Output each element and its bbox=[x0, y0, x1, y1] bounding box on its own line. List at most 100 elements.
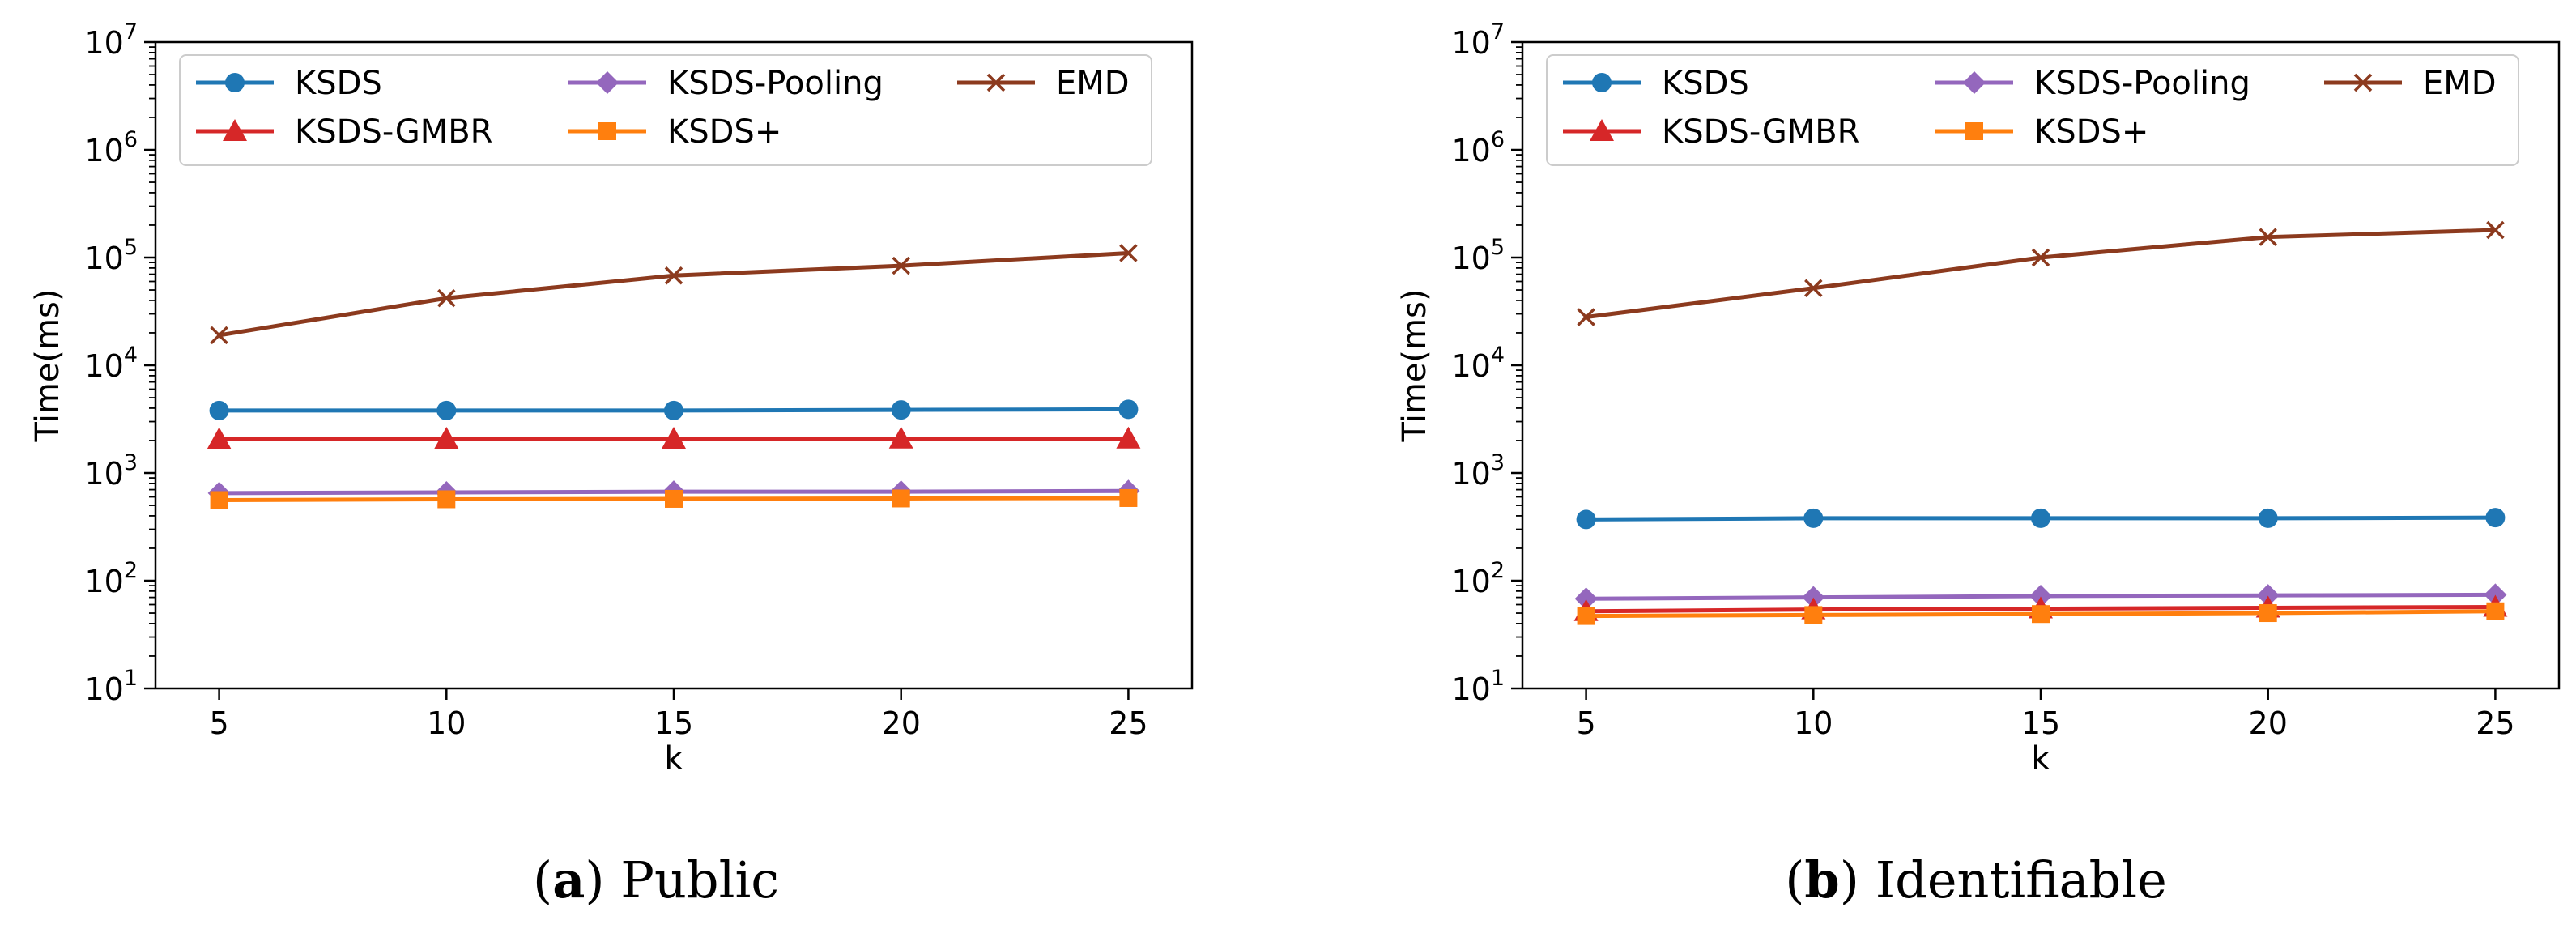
y-tick-label: 106 bbox=[1451, 127, 1505, 168]
legend-marker bbox=[986, 73, 1006, 92]
y-tick-label: 107 bbox=[1451, 19, 1505, 61]
series-ksds- bbox=[210, 488, 1138, 509]
data-point bbox=[2484, 583, 2507, 607]
data-point bbox=[2256, 584, 2280, 607]
legend-marker bbox=[596, 71, 619, 94]
series-line bbox=[1586, 228, 2496, 320]
data-point bbox=[665, 489, 683, 508]
legend-label: KSDS-Pooling bbox=[667, 65, 884, 102]
data-point bbox=[437, 490, 456, 509]
legend-label: KSDS bbox=[1662, 65, 1749, 102]
y-axis-label: Time(ms) bbox=[1396, 289, 1433, 443]
legend-item: KSDS-GMBR bbox=[1563, 113, 1859, 151]
legend-item: KSDS+ bbox=[1935, 113, 2148, 151]
y-tick-label: 101 bbox=[84, 666, 138, 707]
y-tick-label: 104 bbox=[84, 343, 138, 384]
data-point bbox=[892, 256, 910, 275]
data-point bbox=[2486, 602, 2505, 620]
x-tick-label: 25 bbox=[1109, 705, 1147, 741]
data-point bbox=[2031, 508, 2050, 528]
data-point bbox=[437, 288, 456, 308]
data-point bbox=[434, 426, 459, 449]
data-point bbox=[1804, 279, 1823, 298]
data-point bbox=[210, 326, 228, 345]
data-point bbox=[1119, 488, 1138, 507]
legend-box bbox=[1546, 54, 2519, 166]
x-tick-label: 5 bbox=[1577, 705, 1596, 741]
series-ksds-gmbr bbox=[207, 426, 1141, 449]
legend-label: KSDS-Pooling bbox=[2034, 65, 2250, 102]
data-point bbox=[1803, 508, 1824, 528]
legend-label: KSDS+ bbox=[2034, 113, 2148, 151]
y-tick-label: 107 bbox=[84, 19, 138, 61]
legend-marker bbox=[225, 73, 245, 92]
series-emd bbox=[210, 244, 1138, 345]
y-tick-label: 105 bbox=[1451, 235, 1505, 276]
y-tick-label: 102 bbox=[1451, 558, 1505, 599]
data-point bbox=[1116, 426, 1141, 449]
y-tick-label: 103 bbox=[1451, 450, 1505, 492]
data-point bbox=[1118, 399, 1139, 420]
legend-label: KSDS bbox=[295, 65, 382, 102]
x-tick-label: 20 bbox=[882, 705, 921, 741]
legend-box bbox=[179, 54, 1152, 166]
data-point bbox=[891, 400, 911, 420]
series-ksds bbox=[209, 399, 1139, 420]
y-tick-label: 104 bbox=[1451, 343, 1505, 384]
data-point bbox=[1577, 308, 1595, 326]
data-point bbox=[1577, 607, 1595, 625]
caption: (b) Identifiable bbox=[1785, 850, 2167, 910]
chart-b: 101 102 103 104 105 106 107 5 10 15 20 25 k Time(ms) K… bbox=[1396, 19, 2561, 910]
y-tick-label: 102 bbox=[84, 558, 138, 599]
legend-label: EMD bbox=[2423, 65, 2497, 102]
x-tick-label: 15 bbox=[654, 705, 693, 741]
caption-text: (a) Public bbox=[533, 850, 779, 910]
legend-label: KSDS-GMBR bbox=[295, 113, 492, 151]
legend: KSDS KSDS-GMBR KSDS-Pooling KSDS+ EMD bbox=[179, 54, 1152, 166]
data-point bbox=[436, 400, 457, 420]
legend-item: KSDS-Pooling bbox=[1935, 65, 2250, 102]
y-tick-label: 105 bbox=[84, 235, 138, 276]
x-axis-label: k bbox=[664, 740, 683, 778]
legend-item: KSDS-GMBR bbox=[196, 113, 492, 151]
data-point bbox=[2485, 508, 2506, 528]
series-emd bbox=[1577, 220, 2505, 326]
data-point bbox=[2486, 220, 2505, 240]
data-point bbox=[1804, 606, 1823, 624]
y-tick-label: 106 bbox=[84, 127, 138, 168]
x-tick-label: 10 bbox=[427, 705, 466, 741]
x-tick-label: 15 bbox=[2021, 705, 2060, 741]
legend-label: EMD bbox=[1056, 65, 1130, 102]
series-line bbox=[219, 250, 1129, 338]
caption-text: (b) Identifiable bbox=[1785, 850, 2167, 910]
data-point bbox=[207, 427, 232, 449]
data-point bbox=[662, 426, 686, 449]
legend-marker bbox=[598, 122, 616, 140]
x-tick-label: 10 bbox=[1794, 705, 1833, 741]
caption: (a) Public bbox=[533, 850, 779, 910]
legend-marker bbox=[1963, 71, 1986, 94]
data-point bbox=[664, 400, 683, 420]
data-point bbox=[1119, 244, 1138, 262]
data-point bbox=[1574, 587, 1598, 611]
y-axis-label: Time(ms) bbox=[29, 289, 66, 443]
legend-marker bbox=[1592, 73, 1612, 92]
series-ksds bbox=[1576, 508, 2506, 530]
data-point bbox=[892, 489, 910, 508]
data-point bbox=[2259, 228, 2277, 246]
x-tick-label: 25 bbox=[2476, 705, 2514, 741]
legend-marker bbox=[2353, 73, 2373, 92]
legend-item: KSDS-Pooling bbox=[568, 65, 884, 102]
legend-item: EMD bbox=[2324, 65, 2497, 102]
legend: KSDS KSDS-GMBR KSDS-Pooling KSDS+ EMD bbox=[1546, 54, 2519, 166]
data-point bbox=[209, 400, 229, 420]
legend-marker bbox=[223, 119, 247, 141]
y-tick-label: 103 bbox=[84, 450, 138, 492]
data-point bbox=[664, 266, 683, 285]
legend-item: EMD bbox=[957, 65, 1130, 102]
data-point bbox=[210, 491, 228, 509]
data-point bbox=[2029, 584, 2052, 607]
legend-label: KSDS-GMBR bbox=[1662, 113, 1859, 151]
legend-item: KSDS bbox=[196, 65, 382, 102]
data-point bbox=[2258, 508, 2278, 528]
